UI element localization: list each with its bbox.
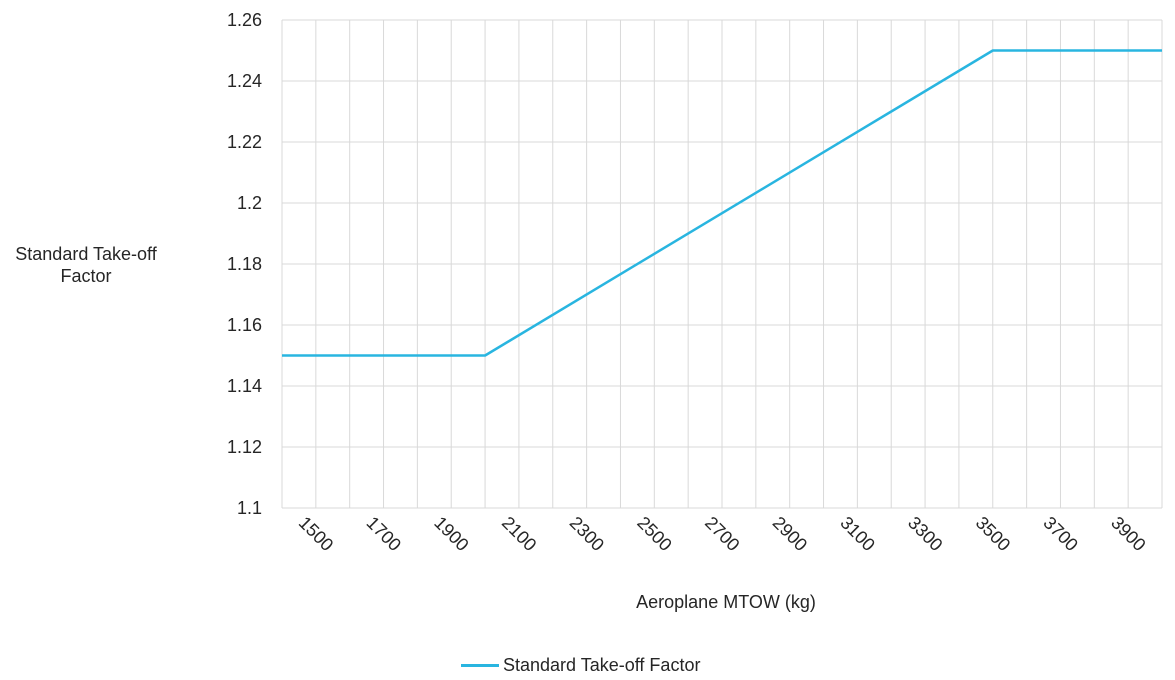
x-axis-label: Aeroplane MTOW (kg) xyxy=(636,592,816,612)
x-tick-label: 3500 xyxy=(972,513,1014,555)
x-tick-label: 1900 xyxy=(430,513,472,555)
x-tick-label: 2300 xyxy=(566,513,608,555)
x-tick-label: 2500 xyxy=(633,513,675,555)
y-tick-label: 1.26 xyxy=(227,10,262,30)
x-tick-label: 2900 xyxy=(769,513,811,555)
y-tick-label: 1.16 xyxy=(227,315,262,335)
x-tick-label: 3100 xyxy=(836,513,878,555)
y-tick-label: 1.2 xyxy=(237,193,262,213)
y-tick-label: 1.18 xyxy=(227,254,262,274)
y-tick-labels: 1.1 1.12 1.14 1.16 1.18 1.2 1.22 1.24 1.26 xyxy=(227,10,262,518)
series-line xyxy=(282,49,1162,357)
x-tick-labels: 1500 1700 1900 2100 2300 2500 2700 2900 3100 3300… xyxy=(295,513,1150,555)
y-tick-label: 1.12 xyxy=(227,437,262,457)
legend: Standard Take-off Factor xyxy=(461,655,700,676)
x-tick-label: 3900 xyxy=(1107,513,1149,555)
y-tick-label: 1.14 xyxy=(227,376,262,396)
y-tick-label: 1.22 xyxy=(227,132,262,152)
vertical-gridlines xyxy=(281,20,1163,508)
y-tick-label: 1.1 xyxy=(237,498,262,518)
x-tick-label: 3700 xyxy=(1039,513,1081,555)
x-tick-label: 2700 xyxy=(701,513,743,555)
x-tick-label: 1500 xyxy=(295,513,337,555)
legend-swatch xyxy=(461,664,499,667)
x-tick-label: 3300 xyxy=(904,513,946,555)
series-layer xyxy=(282,49,1162,357)
x-tick-label: 2100 xyxy=(498,513,540,555)
y-axis-label: Standard Take-off Factor xyxy=(15,244,157,286)
y-tick-label: 1.24 xyxy=(227,71,262,91)
x-tick-label: 1700 xyxy=(363,513,405,555)
legend-label: Standard Take-off Factor xyxy=(503,655,701,675)
